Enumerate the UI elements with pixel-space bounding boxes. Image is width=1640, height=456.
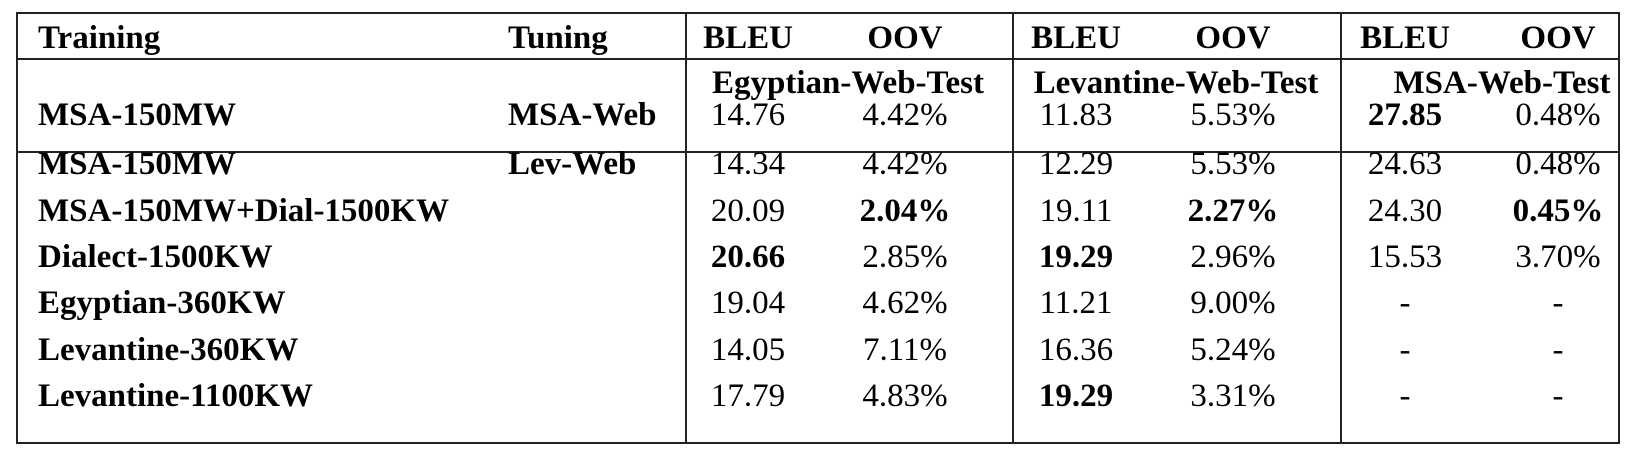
- header-bleu: BLEU: [1031, 20, 1121, 56]
- bleu-value: 20.66: [710, 239, 786, 275]
- bleu-value: 11.21: [1039, 285, 1113, 321]
- header-bleu: BLEU: [1360, 20, 1450, 56]
- training-cell: Dialect-1500KW: [38, 239, 273, 275]
- header-bleu: BLEU: [703, 20, 793, 56]
- oov-value: -: [1552, 332, 1564, 368]
- bleu-value: 12.29: [1038, 146, 1114, 182]
- header-oov: OOV: [867, 20, 943, 56]
- oov-value: 4.42%: [862, 97, 948, 133]
- column-divider: [685, 14, 687, 442]
- oov-value: 2.04%: [859, 193, 951, 229]
- oov-value: 2.27%: [1187, 193, 1279, 229]
- bleu-value: 14.76: [710, 97, 786, 133]
- row-divider: [18, 151, 1618, 153]
- bleu-value: -: [1399, 285, 1411, 321]
- row-divider: [18, 58, 1618, 60]
- training-cell: MSA-150MW+Dial-1500KW: [38, 193, 450, 229]
- oov-value: 5.53%: [1190, 146, 1276, 182]
- bleu-value: 11.83: [1039, 97, 1113, 133]
- header-training: Training: [38, 20, 161, 56]
- bleu-value: 17.79: [710, 378, 786, 414]
- oov-value: 4.83%: [862, 378, 948, 414]
- header-oov: OOV: [1520, 20, 1596, 56]
- oov-value: 5.24%: [1190, 332, 1276, 368]
- oov-value: -: [1552, 378, 1564, 414]
- training-cell: Egyptian-360KW: [38, 285, 286, 321]
- tuning-cell: MSA-Web: [508, 97, 657, 133]
- oov-value: 3.70%: [1515, 239, 1601, 275]
- bleu-value: 16.36: [1038, 332, 1114, 368]
- header-tuning: Tuning: [508, 20, 608, 56]
- training-cell: MSA-150MW: [38, 97, 236, 133]
- bleu-value: 20.09: [710, 193, 786, 229]
- bleu-value: 14.05: [710, 332, 786, 368]
- bleu-value: -: [1399, 332, 1411, 368]
- bleu-value: 24.30: [1367, 193, 1443, 229]
- bleu-value: 27.85: [1367, 97, 1443, 133]
- test-set-label: MSA-Web-Test: [1393, 65, 1611, 101]
- header-oov: OOV: [1195, 20, 1271, 56]
- oov-value: -: [1552, 285, 1564, 321]
- oov-value: 4.62%: [862, 285, 948, 321]
- bleu-value: 14.34: [710, 146, 786, 182]
- bleu-value: 19.04: [710, 285, 786, 321]
- oov-value: 7.11%: [862, 332, 948, 368]
- bleu-value: 24.63: [1367, 146, 1443, 182]
- bleu-value: 19.29: [1038, 239, 1114, 275]
- oov-value: 2.85%: [862, 239, 948, 275]
- test-set-label: Egyptian-Web-Test: [712, 65, 984, 101]
- column-divider: [1012, 14, 1014, 442]
- oov-value: 0.48%: [1515, 146, 1601, 182]
- oov-value: 0.48%: [1515, 97, 1601, 133]
- oov-value: 5.53%: [1190, 97, 1276, 133]
- column-divider: [1340, 14, 1342, 442]
- training-cell: MSA-150MW: [38, 146, 236, 182]
- tuning-cell: Lev-Web: [508, 146, 637, 182]
- bleu-value: 15.53: [1367, 239, 1443, 275]
- oov-value: 2.96%: [1190, 239, 1276, 275]
- results-table: Training Tuning BLEU OOV Egyptian-Web-Test BL…: [16, 12, 1620, 444]
- oov-value: 3.31%: [1190, 378, 1276, 414]
- test-set-label: Levantine-Web-Test: [1033, 65, 1319, 101]
- training-cell: Levantine-360KW: [38, 332, 299, 368]
- bleu-value: 19.11: [1039, 193, 1113, 229]
- bleu-value: 19.29: [1038, 378, 1114, 414]
- bleu-value: -: [1399, 378, 1411, 414]
- training-cell: Levantine-1100KW: [38, 378, 314, 414]
- oov-value: 0.45%: [1512, 193, 1604, 229]
- oov-value: 9.00%: [1190, 285, 1276, 321]
- oov-value: 4.42%: [862, 146, 948, 182]
